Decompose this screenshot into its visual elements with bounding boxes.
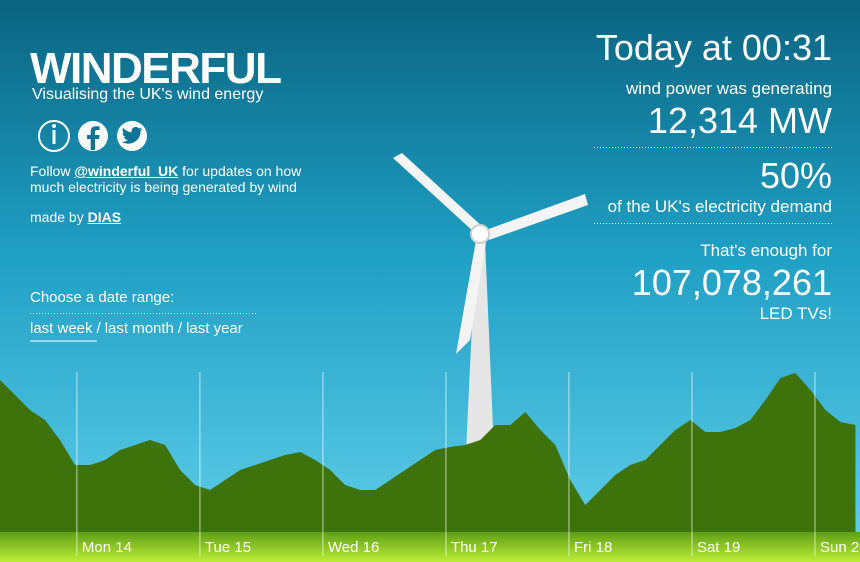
x-tick-label: Thu 17 [451, 539, 498, 556]
equivalent-unit: LED TVs! [759, 304, 832, 323]
site-title: WINDERFUL [30, 44, 282, 93]
x-tick-label: Wed 16 [328, 539, 379, 556]
info-icon[interactable] [38, 120, 70, 152]
follow-text: Follow @winderful_UK for updates on how … [30, 163, 315, 195]
site-subtitle: Visualising the UK's wind energy [32, 86, 264, 103]
credit-link[interactable]: DIAS [87, 209, 122, 225]
equivalent-value: 107,078,261 [631, 262, 832, 303]
date-option[interactable]: last month [104, 320, 174, 337]
separator: / [96, 320, 101, 337]
generating-value: 12,314 MW [647, 100, 832, 141]
separator: / [177, 320, 183, 337]
credit-prefix: made by [30, 209, 84, 225]
generating-label: wind power was generating [625, 79, 832, 98]
area [0, 373, 856, 532]
share-value: 50% [759, 155, 832, 196]
chart: Mon 14 Tue 15 Wed 16 Thu 17 Fri 18 Sat 19 Sun … [0, 372, 860, 556]
twitter-link[interactable]: @winderful_UK [74, 163, 179, 179]
equivalent-label: That's enough for [700, 241, 832, 260]
follow-prefix: Follow [30, 163, 71, 179]
x-tick-label: Mon 14 [82, 539, 132, 556]
current-time: Today at 00:31 [595, 27, 832, 68]
credit: made by DIAS [30, 209, 121, 225]
x-tick-label: Sun 20 [820, 539, 860, 556]
date-option[interactable]: last week [30, 320, 93, 337]
follow-suffix: for updates on how much electricity is b… [30, 163, 302, 195]
date-range-options: last week / last month / last year [30, 320, 243, 337]
x-tick-label: Fri 18 [574, 539, 612, 556]
x-tick-label: Sat 19 [697, 539, 740, 556]
date-range-label: Choose a date range: [30, 289, 175, 306]
social-icons [38, 120, 147, 152]
x-tick-label: Tue 15 [205, 539, 251, 556]
share-label: of the UK's electricity demand [607, 197, 832, 216]
date-option[interactable]: last year [186, 320, 243, 337]
turbine [393, 153, 588, 452]
ground [0, 532, 860, 562]
